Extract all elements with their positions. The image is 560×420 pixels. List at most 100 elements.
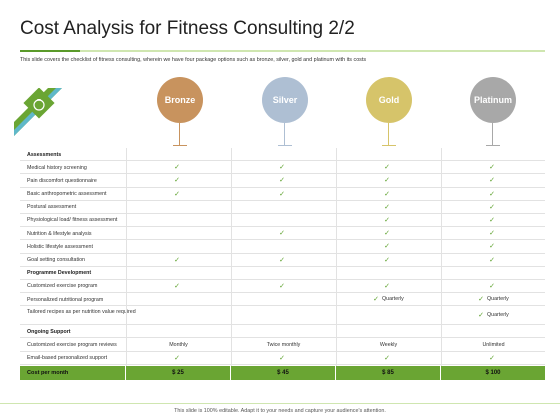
table-cell	[126, 201, 231, 213]
table-cell	[126, 267, 231, 279]
table-cell: ✓	[231, 227, 336, 239]
table-cell: ✓	[126, 161, 231, 173]
cost-label: Cost per month	[20, 366, 125, 380]
checkmark-icon: ✓	[174, 255, 180, 264]
feature-label: Customized exercise program reviews	[27, 341, 117, 348]
column-divider	[231, 148, 232, 366]
checkmark-icon: ✓	[174, 353, 180, 362]
checkmark-icon: ✓	[489, 353, 495, 362]
table-cell: ✓	[336, 254, 441, 266]
table-cell: ✓	[126, 188, 231, 200]
money-bag-icon	[14, 88, 62, 136]
page-title: Cost Analysis for Fitness Consulting 2/2	[20, 18, 355, 39]
cell-value: Unlimited	[482, 341, 505, 348]
table-row: Physiological load/ fitness assessment ✓ ✓	[20, 214, 546, 228]
checkmark-icon: ✓	[478, 311, 485, 320]
package-stem-foot	[486, 145, 500, 147]
table-cell: ✓ Quarterly	[336, 293, 441, 305]
table-row: Nutrition & lifestyle analysis ✓ ✓ ✓	[20, 227, 546, 241]
section-label: Assessments	[27, 151, 62, 158]
table-cell: ✓	[336, 227, 441, 239]
package-stem	[284, 123, 286, 145]
checkmark-icon: ✓	[489, 163, 495, 172]
table-cell: Unlimited	[441, 338, 546, 350]
feature-label: Postural assessment	[27, 204, 77, 211]
package-bronze: Bronze	[148, 75, 208, 147]
checkmark-icon: ✓	[384, 281, 390, 290]
table-row: Customized exercise program reviews Month…	[20, 338, 546, 352]
table-row: Postural assessment ✓ ✓	[20, 201, 545, 214]
feature-label: Medical history screening	[27, 164, 87, 171]
cell-value: Twice monthly	[266, 341, 301, 348]
package-badge: Silver	[262, 77, 308, 123]
table-cell	[441, 148, 546, 160]
table-cell	[231, 214, 336, 226]
table-cell: ✓	[441, 227, 546, 239]
checkmark-icon: ✓	[489, 176, 495, 185]
table-cell: ✓	[231, 254, 336, 266]
checkmark-icon: ✓	[384, 255, 390, 264]
table-cell	[126, 214, 231, 226]
package-silver: Silver	[253, 75, 313, 147]
package-stem-foot	[278, 145, 292, 147]
package-badge: Bronze	[157, 77, 203, 123]
table-cell: ✓	[231, 352, 336, 364]
feature-label: Holistic lifestyle assessment	[27, 243, 93, 250]
table-cell	[336, 306, 441, 324]
checkmark-icon: ✓	[174, 163, 180, 172]
table-cell: ✓ Quarterly	[441, 306, 546, 324]
table-cell: ✓	[336, 201, 441, 213]
feature-label: Tailored recipes as per nutrition value …	[27, 309, 136, 316]
table-cell	[231, 148, 336, 160]
checklist-table: Assessments Medical history screening ✓ ✓ ✓ ✓…	[20, 148, 545, 365]
feature-label: Goal setting consultation	[27, 257, 86, 263]
price-gold: $ 85	[336, 366, 440, 380]
table-cell: ✓	[441, 280, 546, 292]
price-silver: $ 45	[231, 366, 335, 380]
checkmark-icon: ✓	[279, 353, 285, 362]
cost-per-month-row: Cost per month $ 25 $ 45 $ 85 $ 100	[20, 366, 545, 380]
table-cell: ✓	[441, 240, 546, 252]
price-bronze: $ 25	[126, 366, 230, 380]
table-cell	[336, 325, 441, 337]
table-cell	[231, 201, 336, 213]
slide-description: This slide covers the checklist of fitne…	[20, 57, 367, 63]
checkmark-icon: ✓	[384, 176, 390, 185]
package-platinum: Platinum	[461, 75, 521, 147]
checkmark-icon: ✓	[174, 176, 180, 185]
table-cell: ✓	[126, 352, 231, 364]
table-cell: Monthly	[126, 338, 231, 350]
checkmark-icon: ✓	[373, 295, 380, 304]
table-cell: ✓	[441, 214, 546, 226]
checkmark-icon: ✓	[279, 189, 285, 198]
package-badge: Platinum	[470, 77, 516, 123]
checkmark-icon: ✓	[489, 242, 495, 251]
table-cell: ✓	[126, 280, 231, 292]
cell-note: Quarterly	[382, 296, 404, 303]
table-row: Pain discomfort questionnaire ✓ ✓ ✓ ✓	[20, 174, 545, 188]
table-row: Basic anthropometric assessment ✓ ✓ ✓ ✓	[20, 188, 545, 201]
table-cell	[336, 267, 441, 279]
column-divider	[126, 148, 127, 366]
package-stem-foot	[382, 145, 396, 147]
checkmark-icon: ✓	[174, 189, 180, 198]
section-label: Programme Development	[27, 270, 92, 277]
table-cell	[441, 325, 546, 337]
section-header-row: Programme Development	[20, 267, 545, 280]
checkmark-icon: ✓	[384, 216, 390, 225]
table-cell: ✓	[126, 254, 231, 266]
table-cell: ✓	[441, 352, 546, 364]
table-cell	[441, 267, 546, 279]
table-cell: ✓	[336, 188, 441, 200]
table-row: Email-based personalized support ✓ ✓ ✓ ✓	[20, 352, 545, 365]
checkmark-icon: ✓	[384, 163, 390, 172]
table-cell	[126, 240, 231, 252]
table-cell	[231, 306, 336, 324]
title-divider	[20, 50, 545, 52]
section-header-row: Assessments	[20, 148, 546, 162]
table-cell	[231, 325, 336, 337]
checkmark-icon: ✓	[279, 229, 285, 238]
table-cell	[126, 306, 231, 324]
footer-note: This slide is 100% editable. Adapt it to…	[174, 408, 386, 414]
table-cell: ✓	[231, 280, 336, 292]
